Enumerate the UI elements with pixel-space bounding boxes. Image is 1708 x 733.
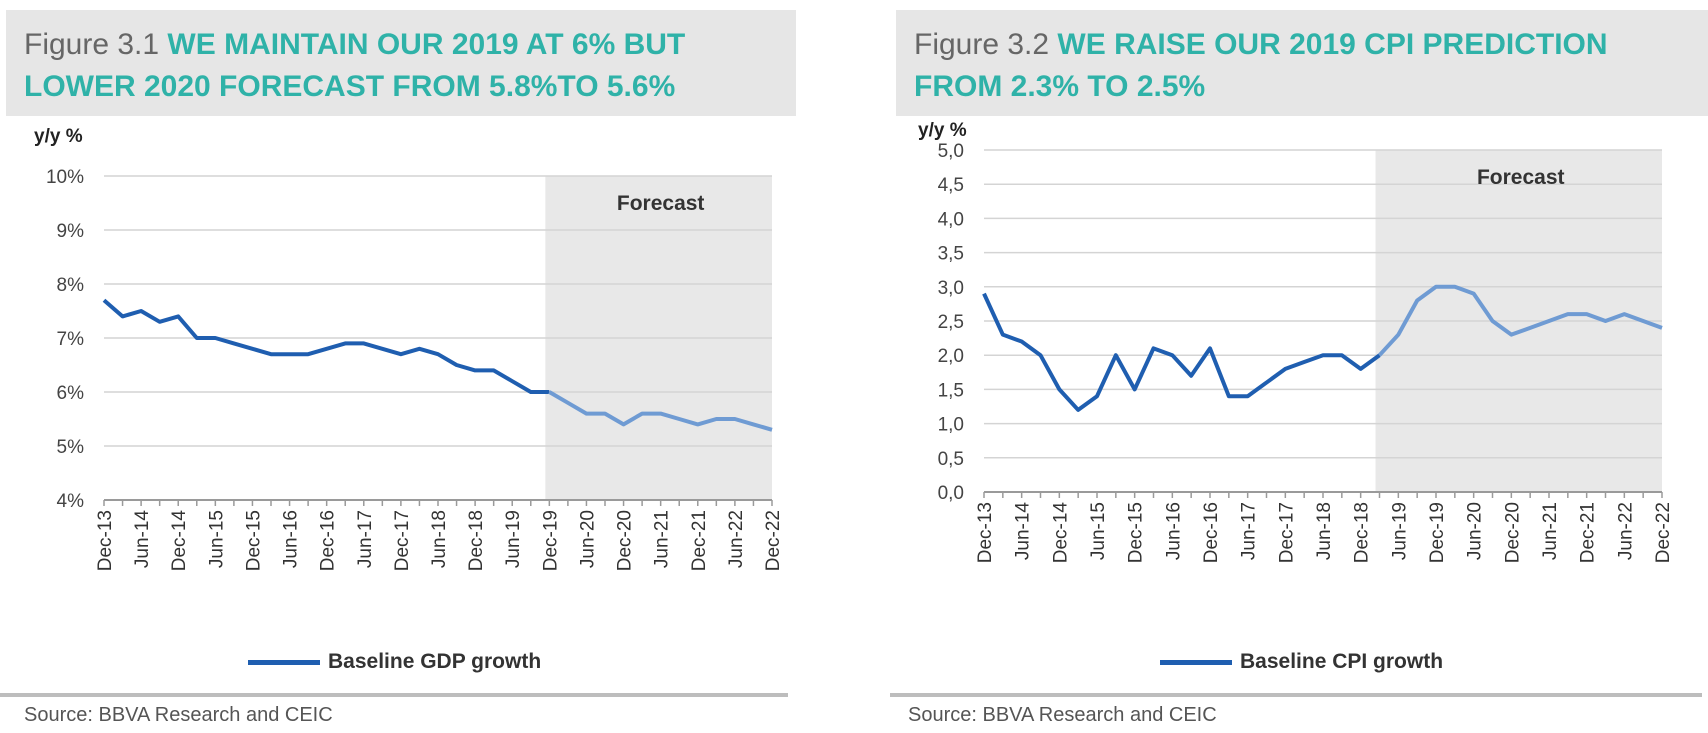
cpi-xtick-label: Dec-17 <box>1276 502 1297 563</box>
gdp-xtick-label: Dec-22 <box>763 510 784 571</box>
cpi-legend-swatch <box>1160 659 1232 665</box>
figure-3-2-header: Figure 3.2 WE RAISE OUR 2019 CPI PREDICT… <box>896 10 1708 116</box>
gdp-legend-swatch <box>248 659 320 665</box>
cpi-xtick-label: Jun-16 <box>1163 502 1184 560</box>
gdp-xtick-label: Dec-20 <box>615 510 636 571</box>
cpi-ytick-label: 3,5 <box>938 244 964 265</box>
cpi-xtick-label: Jun-20 <box>1465 502 1486 560</box>
gdp-growth-chart: 4% 5% 6% 7% 8% 9% 10% y/y % Dec-13 Jun-14 Dec-14 Ju… <box>34 126 784 572</box>
figure-3-1-headline-line2: LOWER 2020 FORECAST FROM 5.8%TO 5.6% <box>24 70 676 103</box>
figure-3-2-source-divider <box>890 693 1702 697</box>
gdp-xtick-label: Jun-20 <box>577 510 598 568</box>
gdp-xtick-label: Dec-17 <box>392 510 413 571</box>
figure-3-1-source-divider <box>0 693 788 697</box>
cpi-xtick-label: Jun-21 <box>1540 502 1561 560</box>
gdp-ytick-label: 10% <box>46 167 84 188</box>
figure-3-1-headline-line1: WE MAINTAIN OUR 2019 AT 6% BUT <box>167 28 686 61</box>
cpi-series-line-history <box>982 292 1381 412</box>
cpi-y-axis-title: y/y % <box>918 120 967 141</box>
gdp-xtick-label: Jun-16 <box>281 510 302 568</box>
gdp-xtick-label: Jun-17 <box>355 510 376 568</box>
figure-3-2-source: Source: BBVA Research and CEIC <box>908 704 1217 726</box>
cpi-ytick-label: 5,0 <box>938 141 964 162</box>
gdp-ytick-label: 5% <box>57 437 85 458</box>
gdp-xtick-label: Jun-18 <box>429 510 450 568</box>
cpi-forecast-label: Forecast <box>1477 166 1565 189</box>
gdp-ytick-label: 9% <box>57 221 85 242</box>
cpi-ytick-label: 0,5 <box>938 449 964 470</box>
cpi-ytick-label: 0,0 <box>938 483 964 504</box>
cpi-xtick-label: Dec-18 <box>1352 502 1373 563</box>
gdp-forecast-label: Forecast <box>617 192 705 215</box>
cpi-xtick-label: Dec-13 <box>975 502 996 563</box>
gdp-xtick-label: Dec-14 <box>169 510 190 572</box>
figure-3-1-source: Source: BBVA Research and CEIC <box>24 704 333 726</box>
gdp-xtick-label: Dec-15 <box>243 510 264 571</box>
cpi-ytick-label: 1,0 <box>938 415 964 436</box>
gdp-ytick-label: 7% <box>57 329 85 350</box>
figure-3-1-panel: Figure 3.1 WE MAINTAIN OUR 2019 AT 6% BU… <box>0 0 796 733</box>
gdp-xtick-label: Dec-18 <box>466 510 487 571</box>
gdp-xtick-label: Jun-14 <box>132 510 153 569</box>
figure-3-2-label: Figure 3.2 <box>914 28 1050 61</box>
cpi-ytick-label: 4,5 <box>938 175 964 196</box>
figure-3-2-headline-line1: WE RAISE OUR 2019 CPI PREDICTION <box>1057 28 1608 61</box>
cpi-ytick-label: 4,0 <box>938 209 964 230</box>
cpi-xtick-label: Jun-22 <box>1615 502 1636 560</box>
gdp-xtick-label: Dec-13 <box>95 510 116 571</box>
gdp-series-line-history <box>102 298 550 394</box>
gdp-legend-label: Baseline GDP growth <box>328 650 542 673</box>
gdp-xtick-label: Dec-21 <box>689 510 710 571</box>
cpi-legend-label: Baseline CPI growth <box>1240 650 1444 673</box>
cpi-xtick-label: Jun-17 <box>1239 502 1260 560</box>
cpi-xtick-label: Jun-14 <box>1013 502 1034 561</box>
cpi-series-line-forecast <box>1378 284 1663 357</box>
cpi-xtick-label: Dec-22 <box>1653 502 1674 563</box>
cpi-xtick-label: Dec-15 <box>1126 502 1147 563</box>
figure-3-1-title: Figure 3.1 WE MAINTAIN OUR 2019 AT 6% BU… <box>24 24 778 108</box>
cpi-xtick-label: Dec-16 <box>1201 502 1222 563</box>
cpi-xtick-label: Dec-19 <box>1427 502 1448 563</box>
figure-3-2-title: Figure 3.2 WE RAISE OUR 2019 CPI PREDICT… <box>914 24 1690 108</box>
gdp-ytick-label: 4% <box>57 491 85 512</box>
gdp-xtick-label: Jun-19 <box>503 510 524 568</box>
cpi-xtick-label: Jun-15 <box>1088 502 1109 560</box>
cpi-xtick-label: Dec-21 <box>1578 502 1599 563</box>
cpi-xtick-label: Dec-20 <box>1502 502 1523 563</box>
cpi-ytick-label: 2,0 <box>938 346 964 367</box>
gdp-series-line-forecast <box>548 390 773 432</box>
cpi-ytick-label: 2,5 <box>938 312 964 333</box>
figure-3-2-headline-line2: FROM 2.3% TO 2.5% <box>914 70 1206 103</box>
cpi-ytick-label: 3,0 <box>938 278 964 299</box>
gdp-ytick-label: 8% <box>57 275 85 296</box>
gdp-legend: Baseline GDP growth <box>248 650 541 674</box>
cpi-ytick-label: 1,5 <box>938 380 964 401</box>
cpi-growth-chart: 0,0 0,5 1,0 1,5 2,0 2,5 3,0 3,5 4,0 4,5 5,0y/y % De… <box>918 120 1674 564</box>
cpi-xtick-label: Dec-14 <box>1050 502 1071 564</box>
cpi-legend: Baseline CPI growth <box>1160 650 1443 674</box>
figure-3-1-header: Figure 3.1 WE MAINTAIN OUR 2019 AT 6% BU… <box>6 10 796 116</box>
gdp-xtick-label: Dec-19 <box>540 510 561 571</box>
gdp-xtick-label: Jun-15 <box>206 510 227 568</box>
cpi-xtick-label: Jun-19 <box>1389 502 1410 560</box>
gdp-y-axis-title: y/y % <box>34 126 83 147</box>
gdp-xtick-label: Dec-16 <box>318 510 339 571</box>
figure-3-2-panel: Figure 3.2 WE RAISE OUR 2019 CPI PREDICT… <box>890 0 1708 733</box>
cpi-xtick-label: Jun-18 <box>1314 502 1335 560</box>
gdp-ytick-label: 6% <box>57 383 85 404</box>
gdp-xtick-label: Jun-22 <box>726 510 747 568</box>
gdp-xtick-label: Jun-21 <box>652 510 673 568</box>
figure-3-1-label: Figure 3.1 <box>24 28 160 61</box>
